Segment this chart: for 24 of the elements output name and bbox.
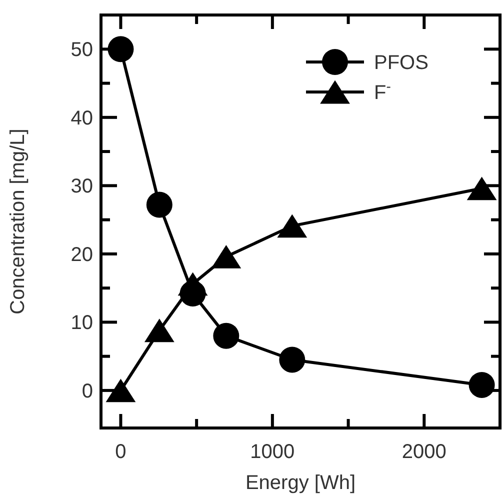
x-tick-label: 1000 bbox=[250, 441, 295, 463]
y-tick-label: 30 bbox=[70, 176, 93, 198]
point bbox=[144, 318, 174, 342]
point bbox=[277, 214, 308, 238]
legend-label: PFOS bbox=[374, 52, 428, 74]
x-tick-label: 2000 bbox=[402, 441, 446, 463]
y-tick-label: 40 bbox=[70, 107, 93, 130]
y-tick-label: 10 bbox=[70, 312, 93, 334]
point bbox=[211, 244, 242, 268]
x-tick-label: 0 bbox=[115, 441, 126, 463]
point bbox=[180, 280, 206, 307]
legend-label: F$^{-}$ bbox=[374, 78, 392, 104]
point bbox=[279, 346, 306, 373]
point bbox=[466, 176, 497, 200]
y-tick-label: 50 bbox=[70, 39, 93, 62]
point bbox=[108, 36, 134, 62]
point bbox=[213, 322, 240, 349]
y-axis-title: Concentration [mg/L] bbox=[7, 128, 29, 314]
y-tick-label: 0 bbox=[82, 380, 93, 402]
point bbox=[146, 192, 172, 218]
point bbox=[468, 372, 495, 398]
y-tick-label: 20 bbox=[70, 244, 93, 266]
x-axis-title: Energy [Wh] bbox=[245, 472, 356, 494]
point bbox=[106, 378, 136, 402]
